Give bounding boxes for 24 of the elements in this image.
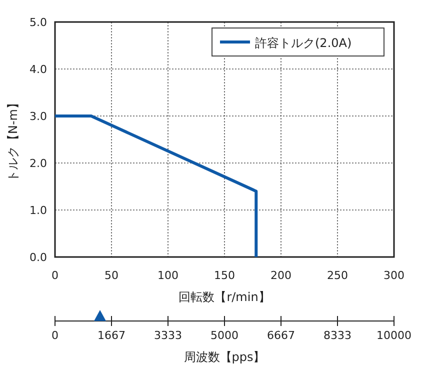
y-axis-title: トルク【N-m】 (6, 97, 20, 182)
y-tick-label: 1.0 (30, 204, 47, 217)
y-tick-label: 5.0 (30, 16, 47, 29)
y-tick-label: 3.0 (30, 110, 47, 123)
x2-tick-label: 1667 (98, 329, 126, 342)
x-tick-label: 300 (384, 269, 404, 282)
x-tick-label: 100 (158, 269, 178, 282)
x2-tick-label: 8333 (323, 329, 352, 342)
x-tick-label: 0 (52, 269, 58, 282)
x2-tick-label: 5000 (210, 329, 238, 342)
x-tick-label: 150 (214, 269, 235, 282)
x-tick-label: 250 (327, 269, 348, 282)
x-axis-title: 回転数【r/min】 (178, 290, 270, 304)
x-tick-label: 200 (270, 269, 292, 282)
y-tick-label: 2.0 (30, 157, 47, 170)
x2-tick-label: 0 (52, 329, 58, 342)
x-tick-label: 50 (104, 269, 118, 282)
x2-tick-label: 3333 (154, 329, 182, 342)
x2-tick-label: 6667 (267, 329, 296, 342)
y-tick-label: 0.0 (30, 251, 47, 264)
y-tick-label: 4.0 (30, 63, 47, 76)
x2-tick-label: 10000 (376, 329, 412, 342)
x2-axis-title: 周波数【pps】 (184, 350, 266, 364)
legend-label: 許容トルク(2.0A) (255, 36, 352, 50)
